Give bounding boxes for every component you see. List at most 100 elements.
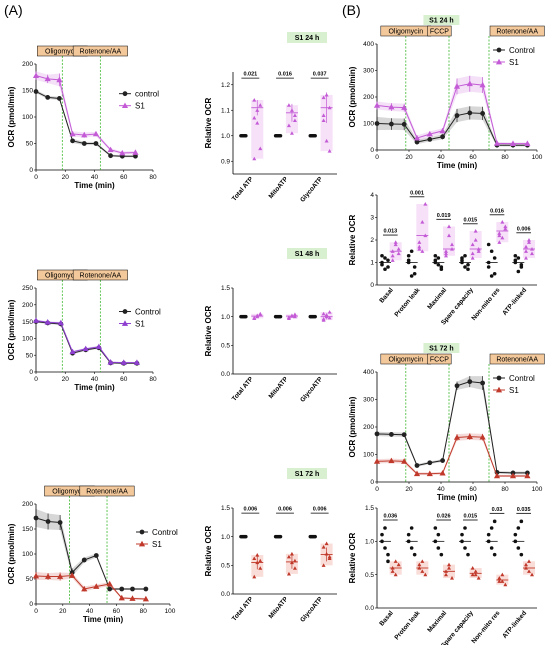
y-axis-label: Relative OCR: [204, 97, 213, 148]
p-value: 0.006: [243, 507, 257, 513]
p-value: 0.006: [313, 507, 327, 513]
legend-label: S1: [509, 58, 519, 67]
s1-point: [417, 244, 422, 249]
x-tick-label: 60: [113, 608, 121, 615]
data-point: [95, 343, 102, 350]
category-label: ATP-linked: [501, 610, 528, 640]
control-point: [492, 519, 497, 524]
title-box: [423, 343, 460, 353]
s1-point: [450, 242, 454, 247]
y-tick-label: 1.2: [221, 82, 230, 89]
panel-label-b: (B): [342, 2, 361, 18]
s1-point: [530, 572, 534, 577]
s1-point: [286, 316, 291, 320]
data-point: [454, 113, 460, 118]
s1-point: [503, 224, 508, 229]
s1-point: [327, 554, 332, 559]
category-4: 0.016 Non-mito res: [470, 208, 509, 322]
series-line: [35, 321, 137, 364]
series-S1: [373, 433, 531, 479]
s1-point: [324, 138, 329, 143]
y-tick-label: 200: [22, 61, 33, 68]
control-point: [406, 258, 411, 263]
injection-label: Oligomycin: [388, 29, 423, 36]
category-label: Total ATP: [231, 375, 256, 402]
data-point: [439, 127, 446, 134]
s1-point: [524, 249, 528, 253]
p-value: 0.037: [313, 72, 327, 78]
title-box: [287, 32, 327, 43]
data-point: [401, 104, 408, 110]
x-tick-label: 0: [34, 174, 38, 181]
x-tick-label: 20: [62, 174, 70, 181]
p-value: 0.019: [437, 213, 451, 219]
data-point: [93, 553, 99, 558]
data-point: [69, 572, 76, 578]
control-point: [412, 271, 417, 276]
y-tick-label: 0.0: [221, 371, 230, 378]
control-point: [436, 546, 441, 550]
data-point: [57, 319, 64, 326]
y-axis-label: Relative OCR: [204, 525, 213, 576]
control-point: [409, 546, 414, 550]
p-value: 0.001: [410, 190, 424, 196]
legend-label: Control: [509, 374, 535, 383]
y-tick-label: 0: [29, 369, 33, 376]
s1-point: [420, 559, 425, 563]
y-tick-label: 150: [22, 526, 33, 533]
s1-point: [321, 118, 326, 123]
x-axis-label: Time (min): [437, 161, 478, 170]
s1-point: [390, 253, 395, 258]
s1-point: [470, 251, 475, 256]
category-label: Proton leak: [393, 609, 421, 641]
x-axis-label: Time (min): [83, 615, 124, 624]
data-point: [524, 140, 531, 146]
data-point: [82, 345, 89, 352]
series-control: [33, 89, 138, 159]
category-1: Proton leak: [393, 526, 429, 641]
data-point: [130, 586, 135, 592]
s1-point: [530, 251, 534, 256]
x-tick-label: 80: [149, 376, 157, 383]
s1-point: [420, 249, 425, 253]
y-axis-label: Relative OCR: [204, 305, 213, 356]
data-point: [107, 586, 113, 592]
data-point: [373, 102, 381, 108]
x-tick-label: 40: [437, 486, 445, 493]
s1-point: [470, 242, 475, 247]
data-point: [142, 595, 149, 602]
s1-point: [321, 563, 326, 567]
data-point: [440, 134, 446, 140]
data-point: [466, 80, 473, 87]
x-tick-label: 60: [120, 174, 128, 181]
data-point: [374, 121, 380, 126]
data-point: [427, 460, 433, 466]
series-line: [35, 517, 146, 590]
y-tick-label: 150: [22, 319, 33, 326]
p-value: 0.015: [463, 217, 477, 223]
s1-point: [286, 123, 291, 128]
x-tick-label: 100: [165, 608, 176, 615]
control-point: [486, 532, 491, 537]
chart-a3: 0 50 100 150 200 0 20 40 60 80 100 Time (min) OCR (p…: [7, 485, 178, 624]
s1-point: [500, 572, 505, 577]
s1-point: [423, 202, 428, 206]
s1-point: [321, 95, 326, 100]
y-tick-label: 150: [22, 88, 33, 95]
y-tick-label: 0.5: [221, 563, 230, 570]
chart-title: S1 24 h: [429, 18, 454, 25]
series-line: [376, 83, 528, 145]
error-band: [377, 106, 528, 147]
s1-point: [252, 574, 257, 579]
series-line: [35, 320, 137, 364]
series-S1: [373, 75, 531, 146]
y-tick-label: 0: [29, 167, 33, 174]
data-point: [32, 572, 40, 579]
s1-point: [420, 569, 425, 573]
title-box: [287, 468, 327, 479]
category-label: MitoATP: [268, 375, 290, 400]
series-S1: [32, 572, 149, 602]
data-point: [44, 319, 51, 325]
data-point: [132, 149, 139, 155]
control-point: [513, 532, 518, 537]
